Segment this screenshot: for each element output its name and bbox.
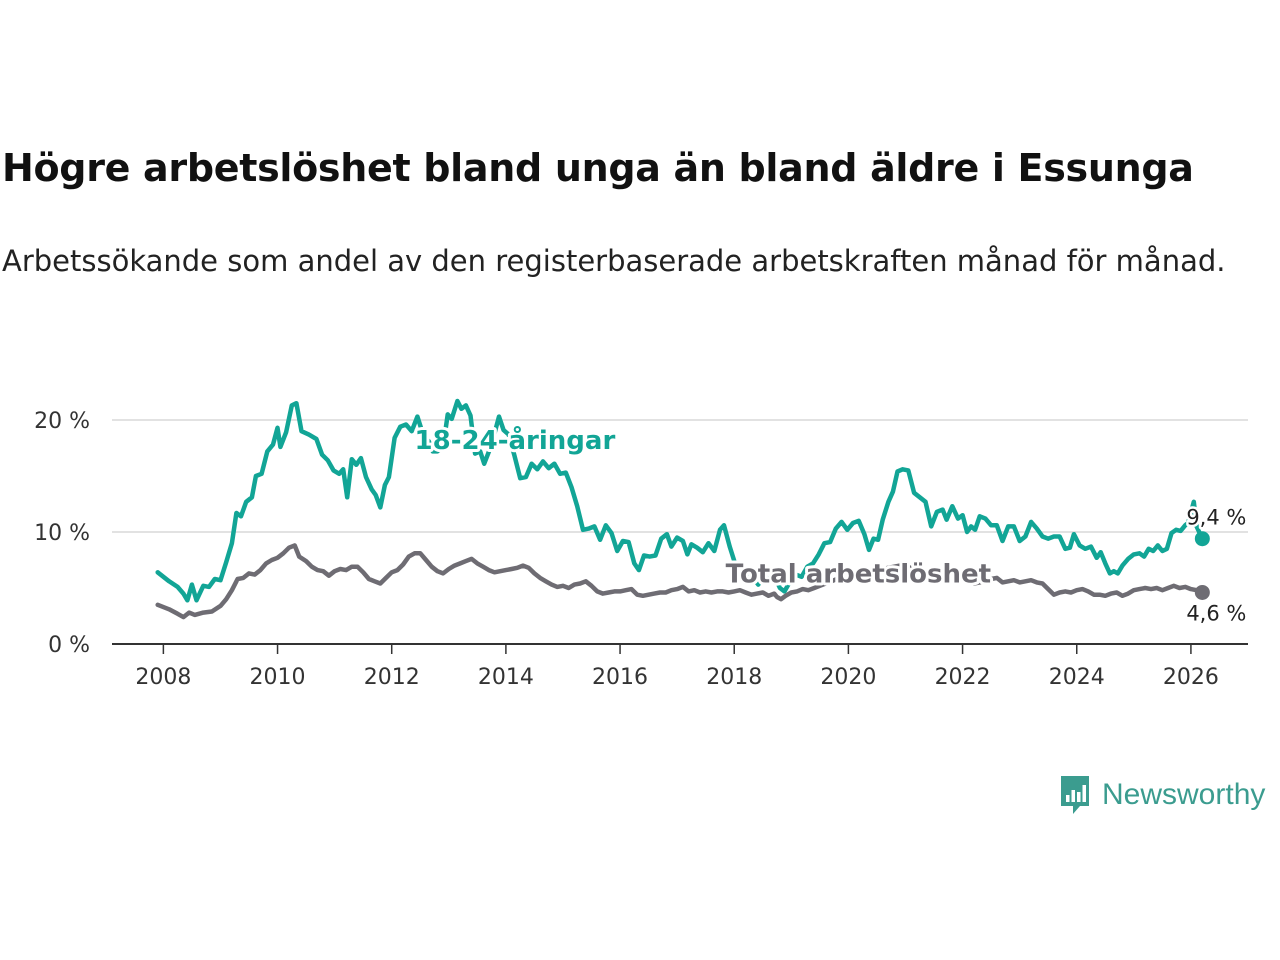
end-point-youth (1194, 531, 1210, 547)
y-tick-label: 10 % (34, 521, 90, 546)
end-value-label-youth: 9,4 % (1186, 506, 1246, 530)
line-chart: 0 % 10 % 20 % 2008 2010 2012 2014 2016 2018 2020 2… (34, 398, 1249, 690)
end-point-total (1194, 584, 1210, 600)
x-tick-label: 2010 (250, 665, 306, 690)
x-tick-label: 2014 (478, 665, 534, 690)
series-label-total: Total arbetslöshet (726, 559, 991, 589)
chart-title: Högre arbetslöshet bland unga än bland ä… (2, 146, 1194, 190)
chart-subtitle: Arbetssökande som andel av den registerb… (2, 244, 1226, 278)
series-line-youth (155, 398, 1205, 603)
series-line-total (155, 543, 1205, 620)
y-tick-label: 0 % (48, 633, 90, 658)
x-tick-label: 2020 (820, 665, 876, 690)
newsworthy-logo-icon (1061, 776, 1089, 814)
end-value-label-total: 4,6 % (1186, 601, 1246, 625)
x-tick-label: 2024 (1049, 665, 1105, 690)
x-tick-label: 2008 (135, 665, 191, 690)
x-tick-label: 2016 (592, 665, 648, 690)
x-tick-label: 2022 (935, 665, 991, 690)
brand-logo: Newsworthy (1058, 773, 1265, 817)
series-label-youth: 18-24-åringar (415, 424, 616, 456)
x-tick-label: 2018 (706, 665, 762, 690)
x-tick-label: 2012 (364, 665, 420, 690)
brand-name: Newsworthy (1102, 778, 1266, 811)
x-tick-label: 2026 (1163, 665, 1219, 690)
y-tick-label: 20 % (34, 409, 90, 434)
